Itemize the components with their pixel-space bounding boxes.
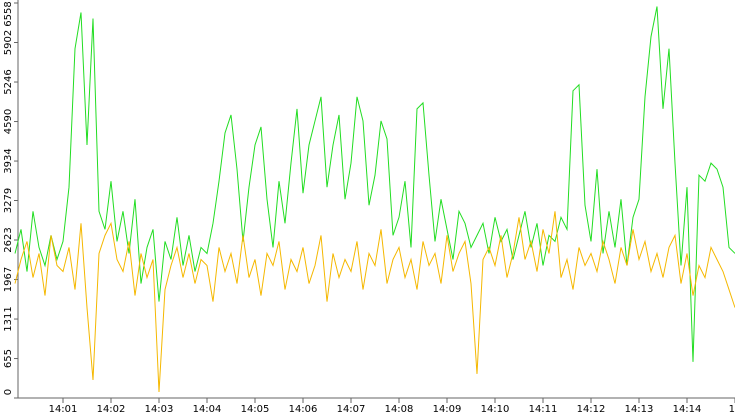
x-tick-label: 14:06 bbox=[289, 404, 318, 415]
series-line bbox=[14, 6, 735, 362]
x-tick-label: 14:09 bbox=[433, 404, 462, 415]
y-tick-label: 1311 bbox=[3, 306, 14, 331]
y-tick-label: 2623 bbox=[3, 227, 14, 252]
x-tick-label: 14:02 bbox=[97, 404, 126, 415]
x-tick-label: 14:14 bbox=[673, 404, 702, 415]
x-tick-label: 14:01 bbox=[49, 404, 78, 415]
y-tick-label: 4590 bbox=[3, 109, 14, 134]
y-tick-label: 5246 bbox=[3, 69, 14, 94]
x-tick-label: 14:11 bbox=[529, 404, 558, 415]
y-tick-label: 1967 bbox=[3, 267, 14, 292]
y-tick-label: 655 bbox=[3, 349, 14, 368]
x-tick-label: 14:08 bbox=[385, 404, 414, 415]
x-tick-label: 14:10 bbox=[481, 404, 510, 415]
y-tick-label: 5902 bbox=[3, 30, 14, 55]
x-tick-label: 14:04 bbox=[193, 404, 222, 415]
x-tick-label: 14:13 bbox=[625, 404, 654, 415]
y-tick-label: 6558 bbox=[3, 1, 14, 26]
y-tick-label: 3934 bbox=[3, 148, 14, 173]
y-tick-label: 3279 bbox=[3, 188, 14, 213]
series-line bbox=[14, 211, 735, 393]
x-tick-label: 14:12 bbox=[577, 404, 606, 415]
y-tick-label: 0 bbox=[3, 389, 14, 395]
x-tick-label: 14:05 bbox=[241, 404, 270, 415]
x-tick-label: 14:07 bbox=[337, 404, 366, 415]
x-tick-label: 14 bbox=[729, 404, 735, 415]
x-tick-label: 14:03 bbox=[145, 404, 174, 415]
